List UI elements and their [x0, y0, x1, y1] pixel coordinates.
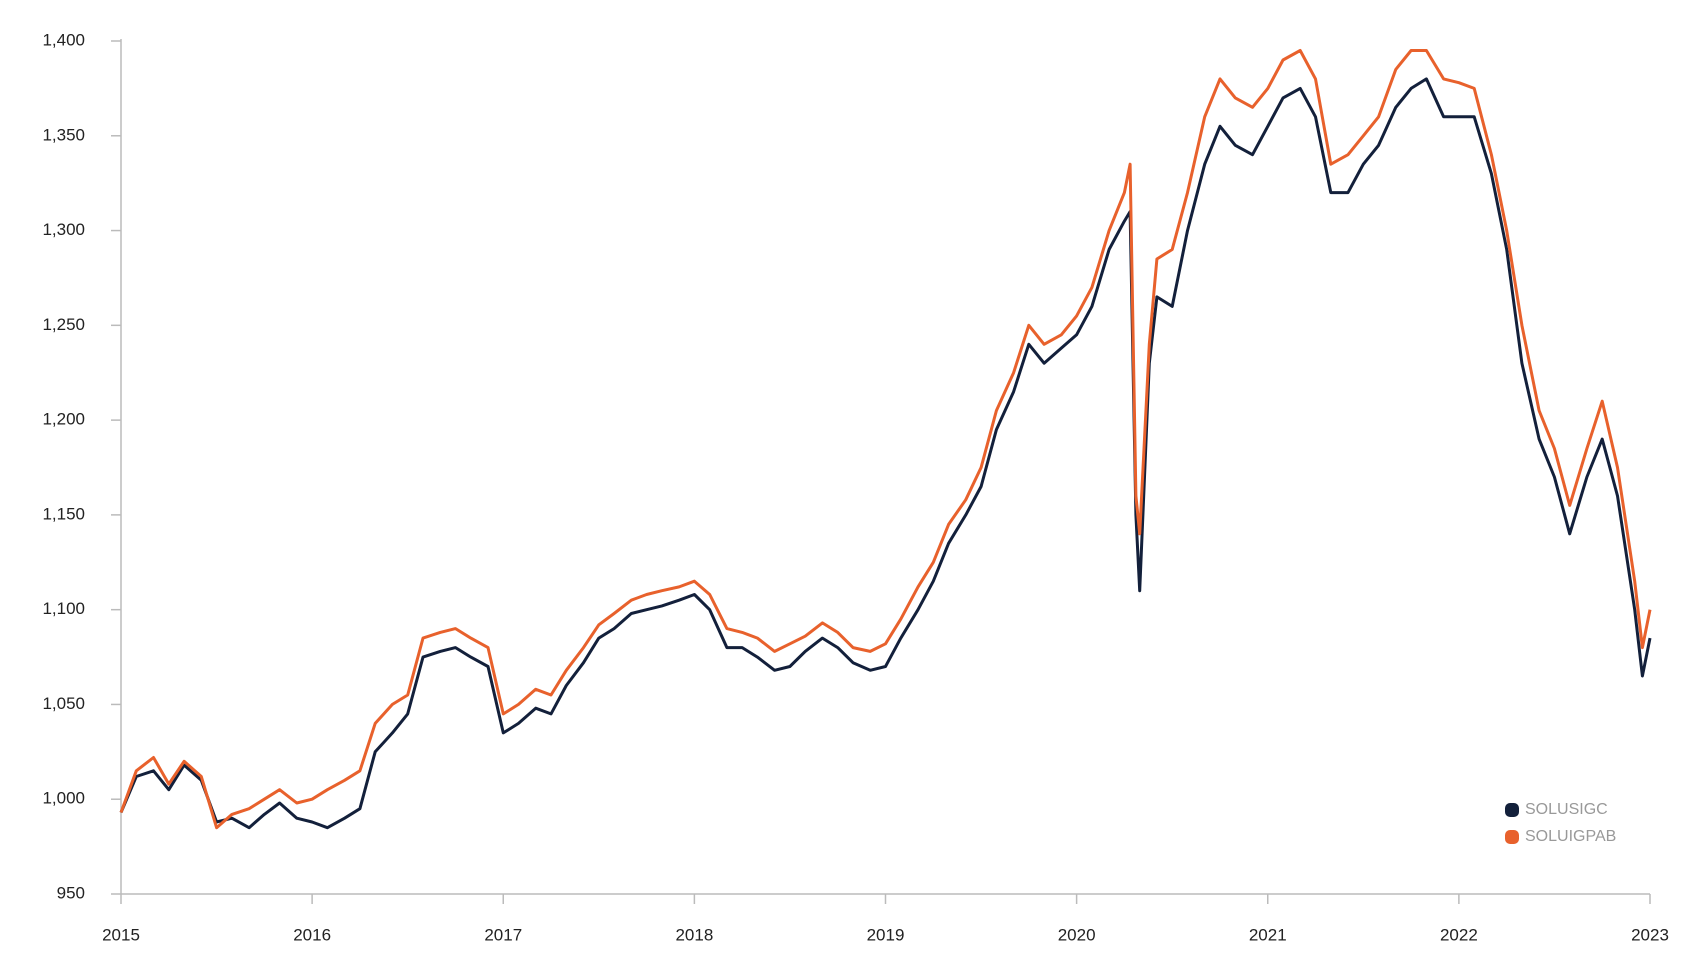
legend-marker	[1505, 830, 1519, 844]
x-tick-label: 2022	[1440, 925, 1478, 944]
legend-label: SOLUIGPAB	[1525, 828, 1616, 845]
series-line	[119, 77, 1652, 830]
y-tick-label: 1,100	[42, 599, 85, 618]
x-tick-label: 2019	[867, 925, 905, 944]
y-tick-label: 1,400	[42, 30, 85, 49]
y-tick-label: 1,000	[42, 789, 85, 808]
series-line	[119, 49, 1652, 830]
x-tick-label: 2016	[293, 925, 331, 944]
x-tick-label: 2023	[1631, 925, 1669, 944]
y-tick-label: 1,250	[42, 315, 85, 334]
y-tick-label: 1,150	[42, 504, 85, 523]
legend-label: SOLUSIGC	[1525, 801, 1608, 818]
y-tick-label: 1,300	[42, 220, 85, 239]
y-tick-label: 950	[57, 883, 85, 902]
legend-marker	[1505, 803, 1519, 817]
x-tick-label: 2015	[102, 925, 140, 944]
y-tick-label: 1,050	[42, 694, 85, 713]
y-tick-label: 1,200	[42, 410, 85, 429]
x-tick-label: 2017	[484, 925, 522, 944]
y-tick-label: 1,350	[42, 125, 85, 144]
x-tick-label: 2021	[1249, 925, 1287, 944]
x-tick-label: 2020	[1058, 925, 1096, 944]
x-tick-label: 2018	[675, 925, 713, 944]
